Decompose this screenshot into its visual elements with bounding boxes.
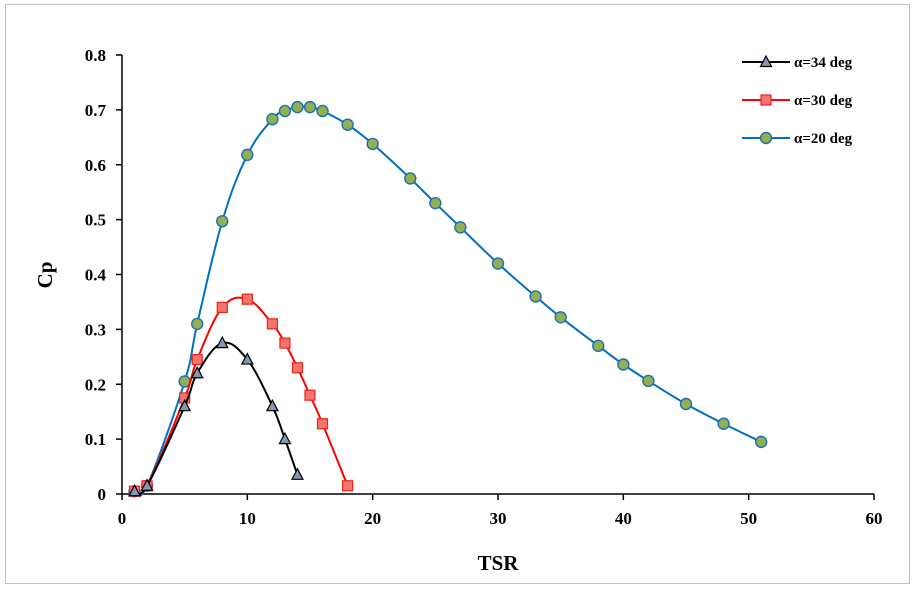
data-point (717, 417, 730, 430)
data-point (592, 339, 605, 353)
data-point (529, 290, 542, 303)
data-point (178, 398, 192, 412)
data-point (190, 365, 204, 379)
x-tick-label: 40 (615, 509, 632, 528)
series-1 (128, 293, 354, 497)
x-tick-label: 30 (490, 509, 507, 528)
data-point (617, 358, 630, 371)
y-tick-label: 0.7 (85, 101, 107, 120)
data-point (241, 148, 254, 162)
data-point (366, 137, 379, 151)
x-tick-label: 20 (364, 509, 381, 528)
data-point (491, 257, 505, 270)
data-point (342, 480, 354, 492)
data-point (241, 293, 253, 305)
series-line (134, 341, 299, 495)
data-point (216, 215, 229, 228)
y-tick-label: 0.5 (85, 211, 106, 230)
data-point (215, 335, 229, 349)
y-tick-label: 0 (98, 485, 107, 504)
series-line (134, 296, 349, 496)
legend-marker (759, 54, 773, 68)
y-tick-label: 0.1 (85, 430, 106, 449)
data-point (291, 100, 304, 114)
data-point (216, 301, 228, 314)
series-2 (128, 100, 768, 498)
data-point (554, 311, 567, 324)
data-point (679, 397, 693, 411)
legend: α=34 deg α=30 deg α=20 deg (742, 54, 853, 147)
series-0 (128, 335, 304, 497)
data-point (642, 374, 655, 388)
data-point (454, 221, 467, 234)
data-point (341, 118, 354, 131)
data-point (278, 431, 292, 445)
data-point (128, 483, 142, 497)
data-point (266, 318, 278, 330)
data-point (316, 418, 329, 430)
series-layer (128, 100, 768, 498)
data-point (265, 398, 279, 412)
data-point (291, 362, 304, 374)
data-point (755, 435, 768, 449)
y-tick-label: 0.2 (85, 375, 106, 394)
y-tick-label: 0.4 (85, 266, 107, 285)
x-tick-label: 0 (118, 509, 127, 528)
y-axis-title: Cp (33, 262, 57, 289)
data-point (279, 337, 291, 349)
legend-label: α=30 deg (794, 93, 853, 109)
legend-entry: α=30 deg (742, 93, 853, 109)
y-tick-label: 0.3 (85, 320, 106, 339)
x-axis-title: TSR (478, 551, 520, 575)
data-point (191, 353, 203, 366)
data-point (290, 467, 304, 480)
data-point (278, 104, 292, 118)
legend-marker (760, 94, 772, 106)
y-tick-label: 0.6 (85, 156, 106, 175)
data-point (140, 478, 154, 491)
data-point (304, 389, 316, 401)
data-point (429, 196, 442, 210)
data-point (240, 352, 254, 365)
legend-entry: α=34 deg (742, 54, 853, 71)
legend-marker (759, 131, 773, 145)
legend-label: α=20 deg (794, 131, 853, 147)
data-point (266, 113, 279, 126)
x-tick-label: 50 (740, 509, 757, 528)
data-point (404, 172, 417, 185)
data-point (303, 100, 317, 114)
data-point (190, 317, 204, 331)
x-tick-label: 60 (866, 509, 883, 528)
legend-label: α=34 deg (794, 55, 853, 71)
data-point (316, 104, 329, 118)
legend-entry: α=20 deg (742, 131, 853, 147)
y-tick-label: 0.8 (85, 46, 106, 65)
axes: 0 10 20 30 40 50 60 0 0.1 0.2 0.3 0.4 0.5 0.6 0.7 0.8 (85, 46, 883, 528)
x-tick-label: 10 (239, 509, 256, 528)
